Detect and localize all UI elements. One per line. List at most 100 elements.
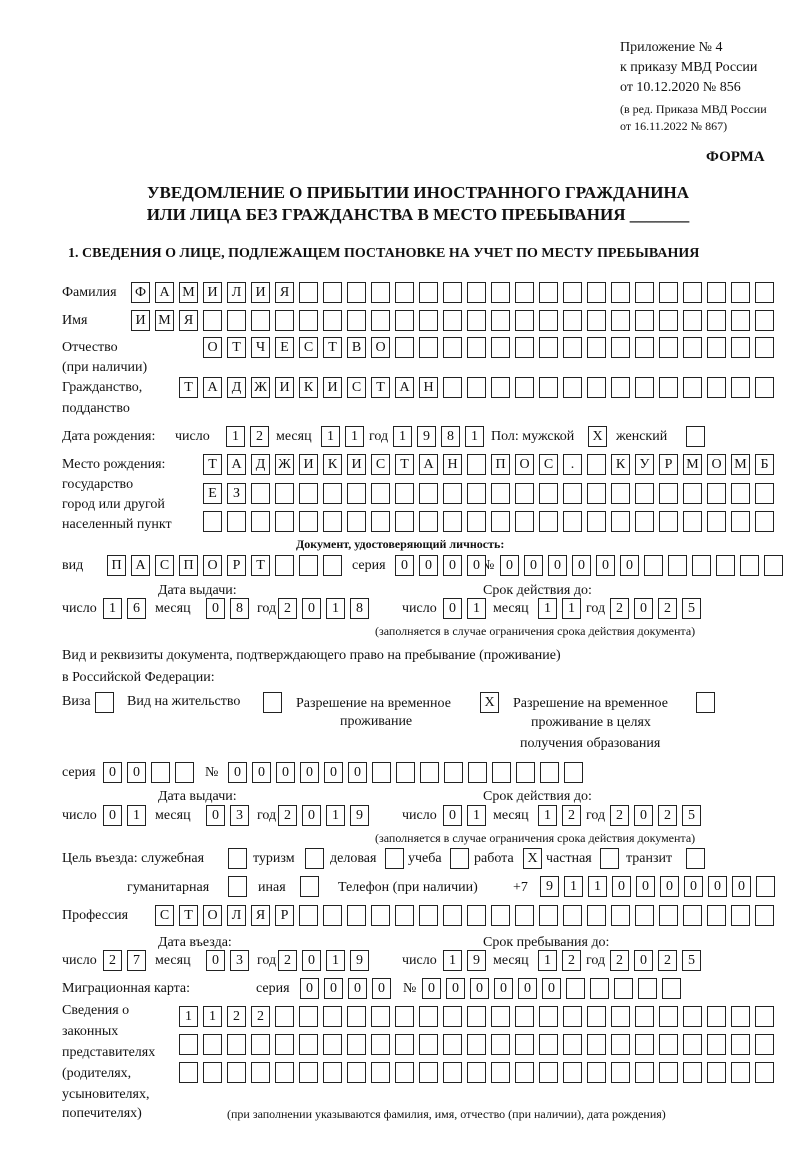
patronymic-cell[interactable] [587, 337, 606, 358]
surname-cell[interactable]: И [203, 282, 222, 303]
birthplace-1-cell[interactable]: Р [659, 454, 678, 475]
rep-1-cell[interactable] [371, 1006, 390, 1027]
rep-2-cell[interactable] [275, 1034, 294, 1055]
entry-year-cell[interactable]: 2 [278, 950, 297, 971]
id-valid-year-cell[interactable]: 5 [682, 598, 701, 619]
id-series-cell[interactable]: 0 [443, 555, 462, 576]
id-valid-year-cell[interactable]: 2 [658, 598, 677, 619]
birthplace-2-cell[interactable] [299, 483, 318, 504]
birthplace-2-cell[interactable] [659, 483, 678, 504]
phone-cell[interactable]: 0 [612, 876, 631, 897]
rep-1-cell[interactable]: 2 [251, 1006, 270, 1027]
name-cell[interactable]: М [155, 310, 174, 331]
rep-2-cell[interactable] [635, 1034, 654, 1055]
rd-number-cell[interactable] [564, 762, 583, 783]
name-cell[interactable] [635, 310, 654, 331]
citizenship-cell[interactable] [635, 377, 654, 398]
birthplace-2-cell[interactable] [467, 483, 486, 504]
id-kind-cell[interactable]: Т [251, 555, 270, 576]
surname-cell[interactable] [467, 282, 486, 303]
rep-1-cell[interactable] [683, 1006, 702, 1027]
patronymic-cell[interactable] [467, 337, 486, 358]
citizenship-cell[interactable] [491, 377, 510, 398]
surname-cell[interactable] [347, 282, 366, 303]
name-cell[interactable] [395, 310, 414, 331]
rep-3-cell[interactable] [707, 1062, 726, 1083]
name-cell[interactable] [539, 310, 558, 331]
surname-cell[interactable] [707, 282, 726, 303]
rep-1-cell[interactable] [323, 1006, 342, 1027]
birthplace-2-cell[interactable]: Е [203, 483, 222, 504]
birthplace-2-cell[interactable] [347, 483, 366, 504]
profession-cell[interactable] [611, 905, 630, 926]
phone-cell[interactable]: 1 [564, 876, 583, 897]
birthplace-1-cell[interactable]: . [563, 454, 582, 475]
profession-cell[interactable] [347, 905, 366, 926]
profession-cell[interactable] [659, 905, 678, 926]
birthplace-3-cell[interactable] [491, 511, 510, 532]
stay-day-cell[interactable]: 1 [443, 950, 462, 971]
birthplace-2-cell[interactable] [251, 483, 270, 504]
mc-number-cell[interactable]: 0 [542, 978, 561, 999]
birthplace-1-cell[interactable]: Н [443, 454, 462, 475]
citizenship-cell[interactable] [755, 377, 774, 398]
birth-day-cell[interactable]: 2 [250, 426, 269, 447]
name-cell[interactable] [611, 310, 630, 331]
profession-cell[interactable] [563, 905, 582, 926]
patronymic-cell[interactable]: Т [323, 337, 342, 358]
birthplace-3-cell[interactable] [395, 511, 414, 532]
citizenship-cell[interactable] [563, 377, 582, 398]
id-valid-year-cell[interactable]: 0 [634, 598, 653, 619]
patronymic-cell[interactable] [563, 337, 582, 358]
rep-2-cell[interactable] [491, 1034, 510, 1055]
citizenship-cell[interactable]: Ж [251, 377, 270, 398]
birthplace-1-cell[interactable]: Т [203, 454, 222, 475]
phone-cell[interactable]: 1 [588, 876, 607, 897]
id-kind-cell[interactable] [299, 555, 318, 576]
id-series-cell[interactable]: 0 [467, 555, 486, 576]
birthplace-3-cell[interactable] [731, 511, 750, 532]
patronymic-cell[interactable] [611, 337, 630, 358]
citizenship-cell[interactable] [587, 377, 606, 398]
rep-3-cell[interactable] [347, 1062, 366, 1083]
birthplace-3-cell[interactable] [635, 511, 654, 532]
name-cell[interactable] [683, 310, 702, 331]
purpose-business-cell[interactable] [385, 848, 404, 869]
stay-year-cell[interactable]: 2 [610, 950, 629, 971]
birthplace-3-cell[interactable] [299, 511, 318, 532]
profession-cell[interactable]: Л [227, 905, 246, 926]
citizenship-cell[interactable] [611, 377, 630, 398]
name-cell[interactable] [731, 310, 750, 331]
patronymic-cell[interactable] [395, 337, 414, 358]
surname-cell[interactable] [563, 282, 582, 303]
rep-2-cell[interactable] [299, 1034, 318, 1055]
profession-cell[interactable] [755, 905, 774, 926]
rep-3-cell[interactable] [179, 1062, 198, 1083]
surname-cell[interactable]: Я [275, 282, 294, 303]
rd-issue-year-cell[interactable]: 2 [278, 805, 297, 826]
rd-series-cell[interactable] [175, 762, 194, 783]
citizenship-cell[interactable]: Т [179, 377, 198, 398]
mc-series-cell[interactable]: 0 [300, 978, 319, 999]
birth-month-cell[interactable]: 1 [321, 426, 340, 447]
profession-cell[interactable] [515, 905, 534, 926]
surname-cell[interactable]: И [251, 282, 270, 303]
id-kind-cell[interactable]: Р [227, 555, 246, 576]
surname-cell[interactable] [515, 282, 534, 303]
rep-2-cell[interactable] [443, 1034, 462, 1055]
mc-number-cell[interactable] [662, 978, 681, 999]
birthplace-3-cell[interactable] [275, 511, 294, 532]
name-cell[interactable] [227, 310, 246, 331]
citizenship-cell[interactable]: А [395, 377, 414, 398]
birthplace-3-cell[interactable] [467, 511, 486, 532]
patronymic-cell[interactable] [443, 337, 462, 358]
surname-cell[interactable] [755, 282, 774, 303]
stay-year-cell[interactable]: 5 [682, 950, 701, 971]
birthplace-1-cell[interactable]: С [371, 454, 390, 475]
name-cell[interactable] [467, 310, 486, 331]
citizenship-cell[interactable] [443, 377, 462, 398]
rep-3-cell[interactable] [635, 1062, 654, 1083]
rep-3-cell[interactable] [563, 1062, 582, 1083]
profession-cell[interactable] [371, 905, 390, 926]
profession-cell[interactable]: Р [275, 905, 294, 926]
